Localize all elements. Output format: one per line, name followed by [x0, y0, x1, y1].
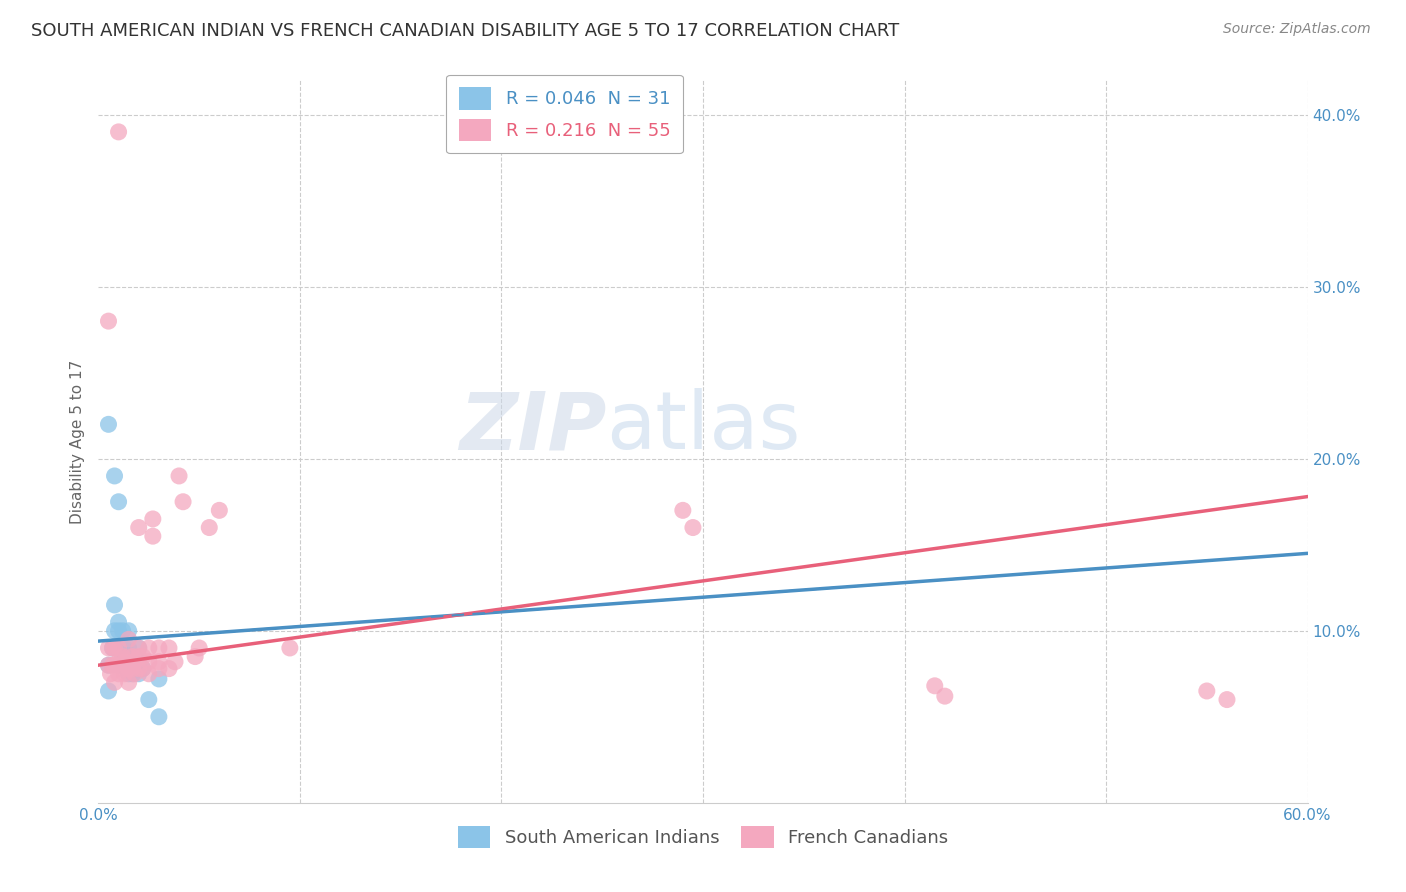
Point	[172, 494, 194, 508]
Point	[101, 658, 124, 673]
Point	[114, 640, 136, 655]
Text: atlas: atlas	[606, 388, 800, 467]
Point	[132, 662, 155, 676]
Point	[148, 662, 170, 676]
Point	[111, 640, 134, 655]
Point	[163, 655, 186, 669]
Y-axis label: Disability Age 5 to 17: Disability Age 5 to 17	[69, 359, 84, 524]
Point	[1216, 692, 1239, 706]
Point	[107, 655, 129, 669]
Point	[107, 640, 129, 655]
Point	[121, 662, 143, 676]
Point	[148, 672, 170, 686]
Point	[111, 649, 134, 664]
Point	[124, 655, 146, 669]
Legend: South American Indians, French Canadians: South American Indians, French Canadians	[451, 819, 955, 855]
Point	[198, 520, 221, 534]
Point	[128, 640, 150, 655]
Point	[111, 624, 134, 638]
Point	[114, 658, 136, 673]
Point	[132, 662, 155, 676]
Point	[121, 666, 143, 681]
Point	[157, 662, 180, 676]
Point	[118, 658, 141, 673]
Point	[97, 658, 120, 673]
Point	[107, 494, 129, 508]
Point	[132, 649, 155, 664]
Point	[97, 417, 120, 432]
Point	[1195, 684, 1218, 698]
Point	[97, 658, 120, 673]
Point	[97, 640, 120, 655]
Point	[111, 662, 134, 676]
Text: SOUTH AMERICAN INDIAN VS FRENCH CANADIAN DISABILITY AGE 5 TO 17 CORRELATION CHAR: SOUTH AMERICAN INDIAN VS FRENCH CANADIAN…	[31, 22, 900, 40]
Point	[107, 615, 129, 630]
Point	[138, 692, 160, 706]
Point	[103, 598, 125, 612]
Point	[128, 655, 150, 669]
Point	[118, 640, 141, 655]
Point	[124, 666, 146, 681]
Point	[114, 666, 136, 681]
Point	[121, 649, 143, 664]
Point	[278, 640, 301, 655]
Point	[107, 125, 129, 139]
Point	[188, 640, 211, 655]
Point	[672, 503, 695, 517]
Point	[128, 640, 150, 655]
Point	[128, 662, 150, 676]
Text: Source: ZipAtlas.com: Source: ZipAtlas.com	[1223, 22, 1371, 37]
Text: ZIP: ZIP	[458, 388, 606, 467]
Point	[142, 512, 165, 526]
Point	[142, 529, 165, 543]
Point	[148, 640, 170, 655]
Point	[103, 469, 125, 483]
Point	[118, 675, 141, 690]
Point	[103, 658, 125, 673]
Point	[103, 624, 125, 638]
Point	[118, 666, 141, 681]
Point	[148, 655, 170, 669]
Point	[101, 640, 124, 655]
Point	[167, 469, 190, 483]
Point	[924, 679, 946, 693]
Point	[107, 624, 129, 638]
Point	[124, 662, 146, 676]
Point	[100, 666, 122, 681]
Point	[107, 666, 129, 681]
Point	[114, 655, 136, 669]
Point	[148, 710, 170, 724]
Point	[121, 655, 143, 669]
Point	[118, 632, 141, 647]
Point	[184, 649, 207, 664]
Point	[128, 649, 150, 664]
Point	[128, 520, 150, 534]
Point	[682, 520, 704, 534]
Point	[118, 649, 141, 664]
Point	[107, 640, 129, 655]
Point	[128, 666, 150, 681]
Point	[118, 624, 141, 638]
Point	[103, 640, 125, 655]
Point	[138, 640, 160, 655]
Point	[118, 662, 141, 676]
Point	[97, 314, 120, 328]
Point	[111, 649, 134, 664]
Point	[934, 689, 956, 703]
Point	[208, 503, 231, 517]
Point	[157, 640, 180, 655]
Point	[103, 675, 125, 690]
Point	[138, 655, 160, 669]
Point	[107, 658, 129, 673]
Point	[138, 666, 160, 681]
Point	[101, 640, 124, 655]
Point	[97, 684, 120, 698]
